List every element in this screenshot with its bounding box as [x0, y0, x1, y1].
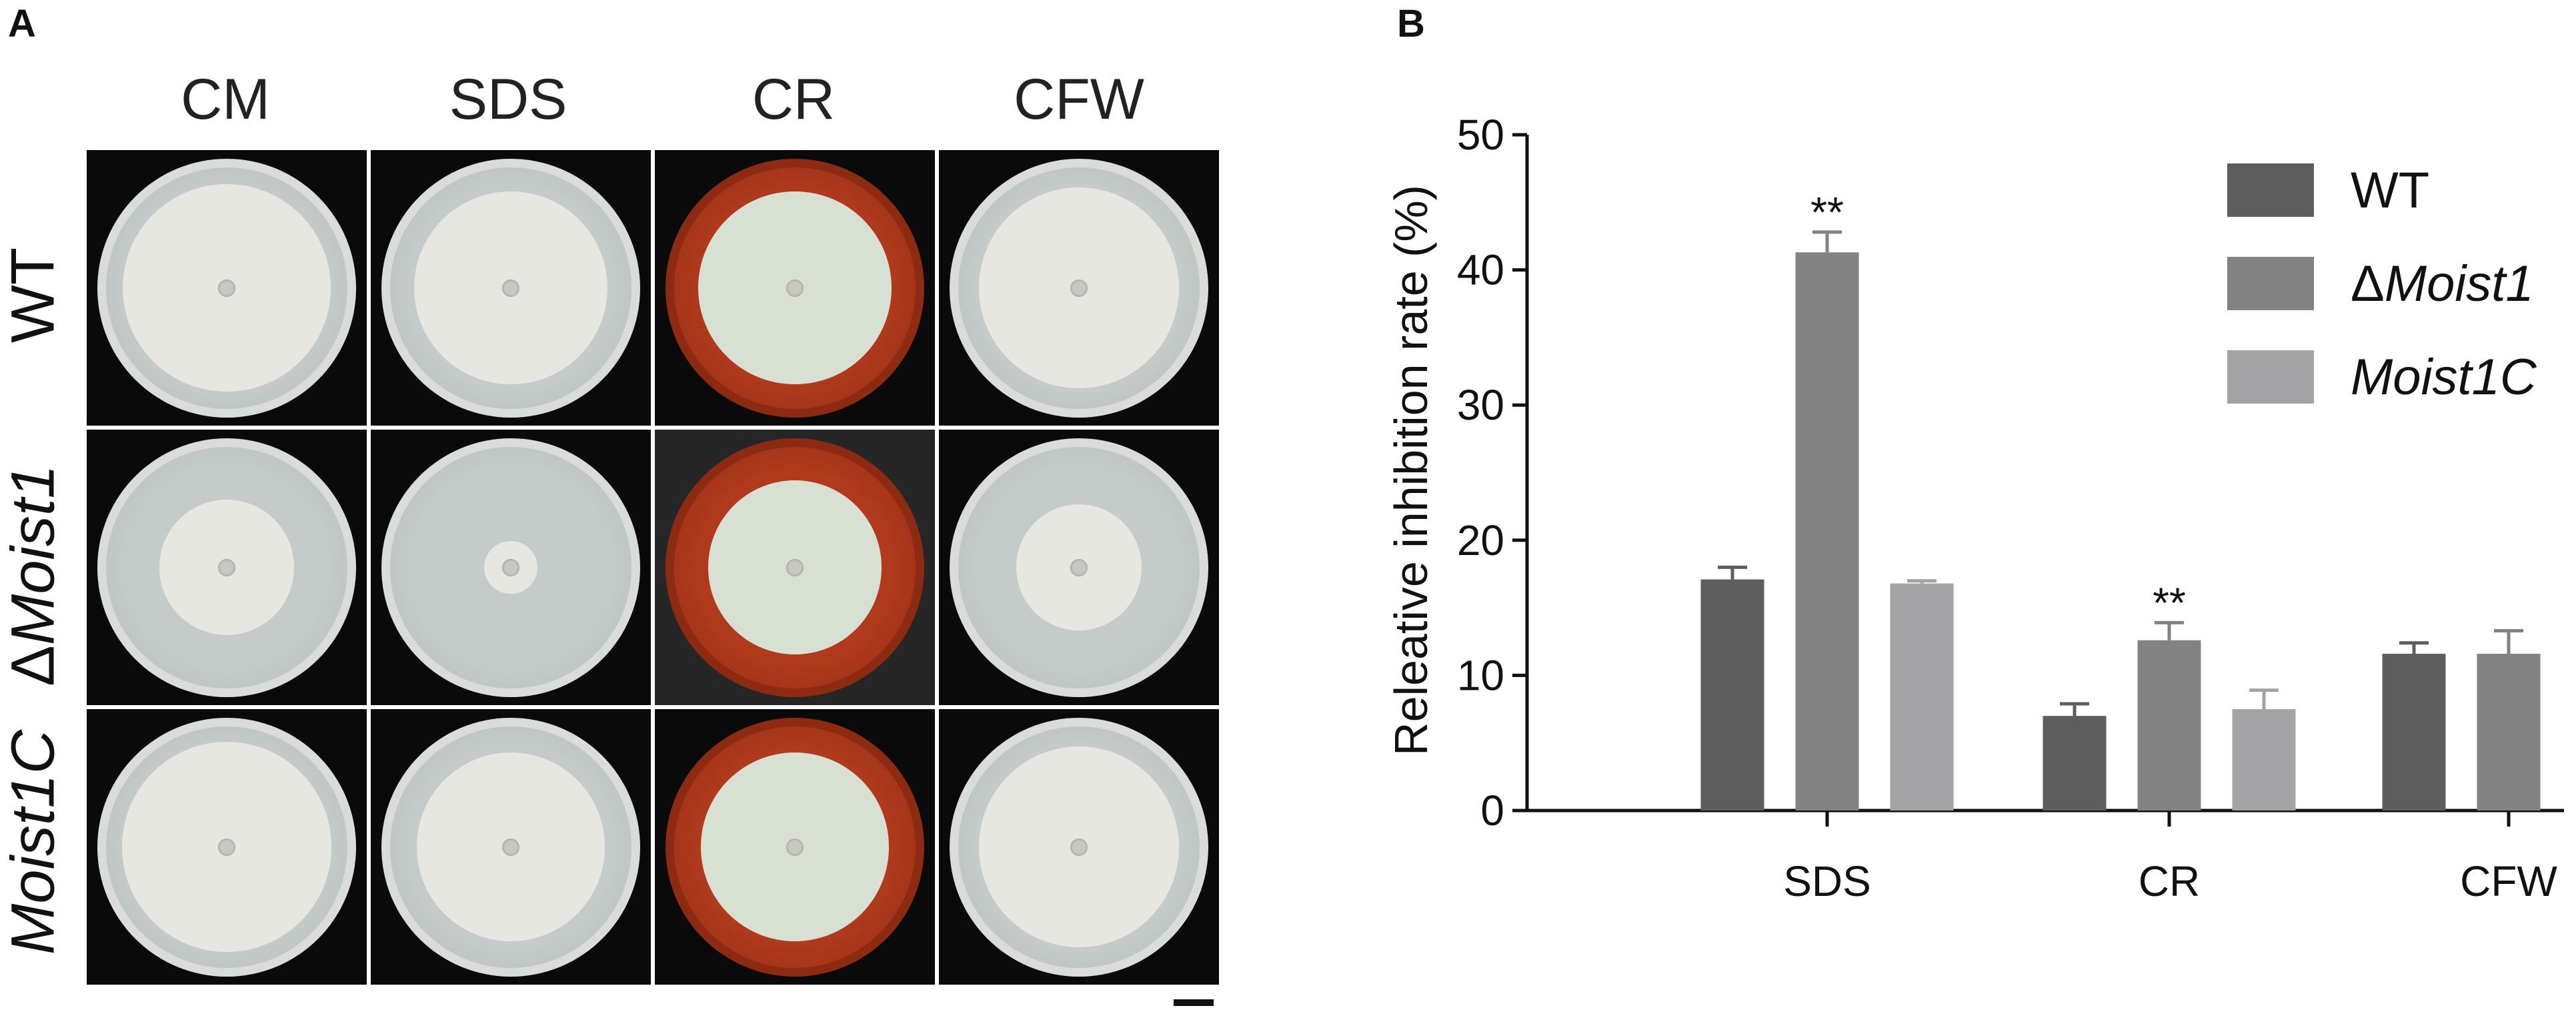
legend-label: ΔMoist1 [2351, 256, 2534, 312]
bar [1890, 583, 1954, 811]
plate-photo-r2-c4 [939, 430, 1219, 705]
y-tick-label: 0 [1480, 787, 1504, 835]
legend-swatch [2227, 257, 2314, 310]
legend-label-name: WT [2351, 162, 2429, 219]
legend-label-name: Moist1 [2385, 256, 2534, 312]
y-tick-label: 20 [1457, 516, 1504, 564]
chart-legend: WT ΔMoist1 Moist1C [2227, 162, 2537, 406]
legend-label-prefix: Δ [2351, 256, 2385, 312]
bar [2232, 709, 2296, 811]
plate-photo-r2-c1 [87, 430, 367, 705]
legend-swatch [2227, 163, 2314, 217]
bar [2382, 653, 2446, 811]
petri-dish-photo-grid [87, 150, 1220, 991]
legend-swatch [2227, 350, 2314, 404]
bar [2477, 653, 2541, 811]
inoculation-point [218, 838, 235, 856]
legend-label: Moist1C [2351, 349, 2537, 406]
bar [1700, 579, 1764, 811]
panel-b-letter: B [1397, 2, 1425, 45]
legend-label: WT [2351, 162, 2429, 219]
plate-photo-r1-c3 [655, 150, 935, 426]
significance-marker: ** [1810, 188, 1844, 236]
chart-bars: ** ** [1700, 188, 2541, 811]
row-label-moist1c: Moist1C [0, 729, 67, 955]
significance-marker: ** [2153, 578, 2186, 626]
row-label-delta-moist1: ΔMoist1 [0, 464, 67, 686]
scale-bar [1174, 999, 1214, 1006]
inoculation-point [1070, 279, 1088, 297]
inoculation-point [786, 558, 804, 576]
panel-a-letter: A [8, 2, 36, 45]
y-axis-label: Releative inhibition rate (%) [1385, 185, 1437, 756]
x-tick-label: CR [2139, 857, 2200, 905]
y-tick-label: 50 [1457, 111, 1504, 159]
bar [2137, 640, 2201, 811]
plate-photo-r1-c2 [371, 150, 651, 426]
plate-photo-r2-c3 [655, 430, 935, 705]
plate-photo-r3-c2 [371, 709, 651, 985]
y-tick-label: 10 [1457, 651, 1504, 699]
inoculation-point [786, 279, 804, 297]
bar [1795, 252, 1859, 811]
column-label-cfw: CFW [1014, 67, 1144, 131]
x-tick-label: CFW [2460, 857, 2557, 905]
row-label-wt: WT [0, 247, 67, 344]
plate-photo-r3-c1 [87, 709, 367, 985]
inoculation-point [786, 838, 804, 856]
plate-photo-r3-c3 [655, 709, 935, 985]
x-tick-label: SDS [1783, 857, 1871, 905]
inoculation-point [218, 558, 235, 576]
chart-axes: 0 10 20 30 40 50 SDS CR CFW [1457, 111, 2564, 905]
inoculation-point [218, 279, 235, 297]
column-label-sds: SDS [449, 67, 567, 131]
bar [2043, 716, 2107, 811]
column-label-cr: CR [752, 67, 836, 131]
y-tick-label: 30 [1457, 381, 1504, 429]
inoculation-point [502, 558, 519, 576]
legend-label-name: Moist1C [2351, 349, 2537, 406]
y-tick-label: 40 [1457, 246, 1504, 294]
plate-photo-r3-c4 [939, 709, 1219, 985]
inoculation-point [1070, 838, 1088, 856]
inoculation-point [502, 838, 519, 856]
inoculation-point [502, 279, 519, 297]
plate-photo-r1-c4 [939, 150, 1219, 426]
plate-photo-r2-c2 [371, 430, 651, 705]
plate-photo-r1-c1 [87, 150, 367, 426]
inoculation-point [1070, 558, 1088, 576]
column-label-cm: CM [181, 67, 270, 131]
